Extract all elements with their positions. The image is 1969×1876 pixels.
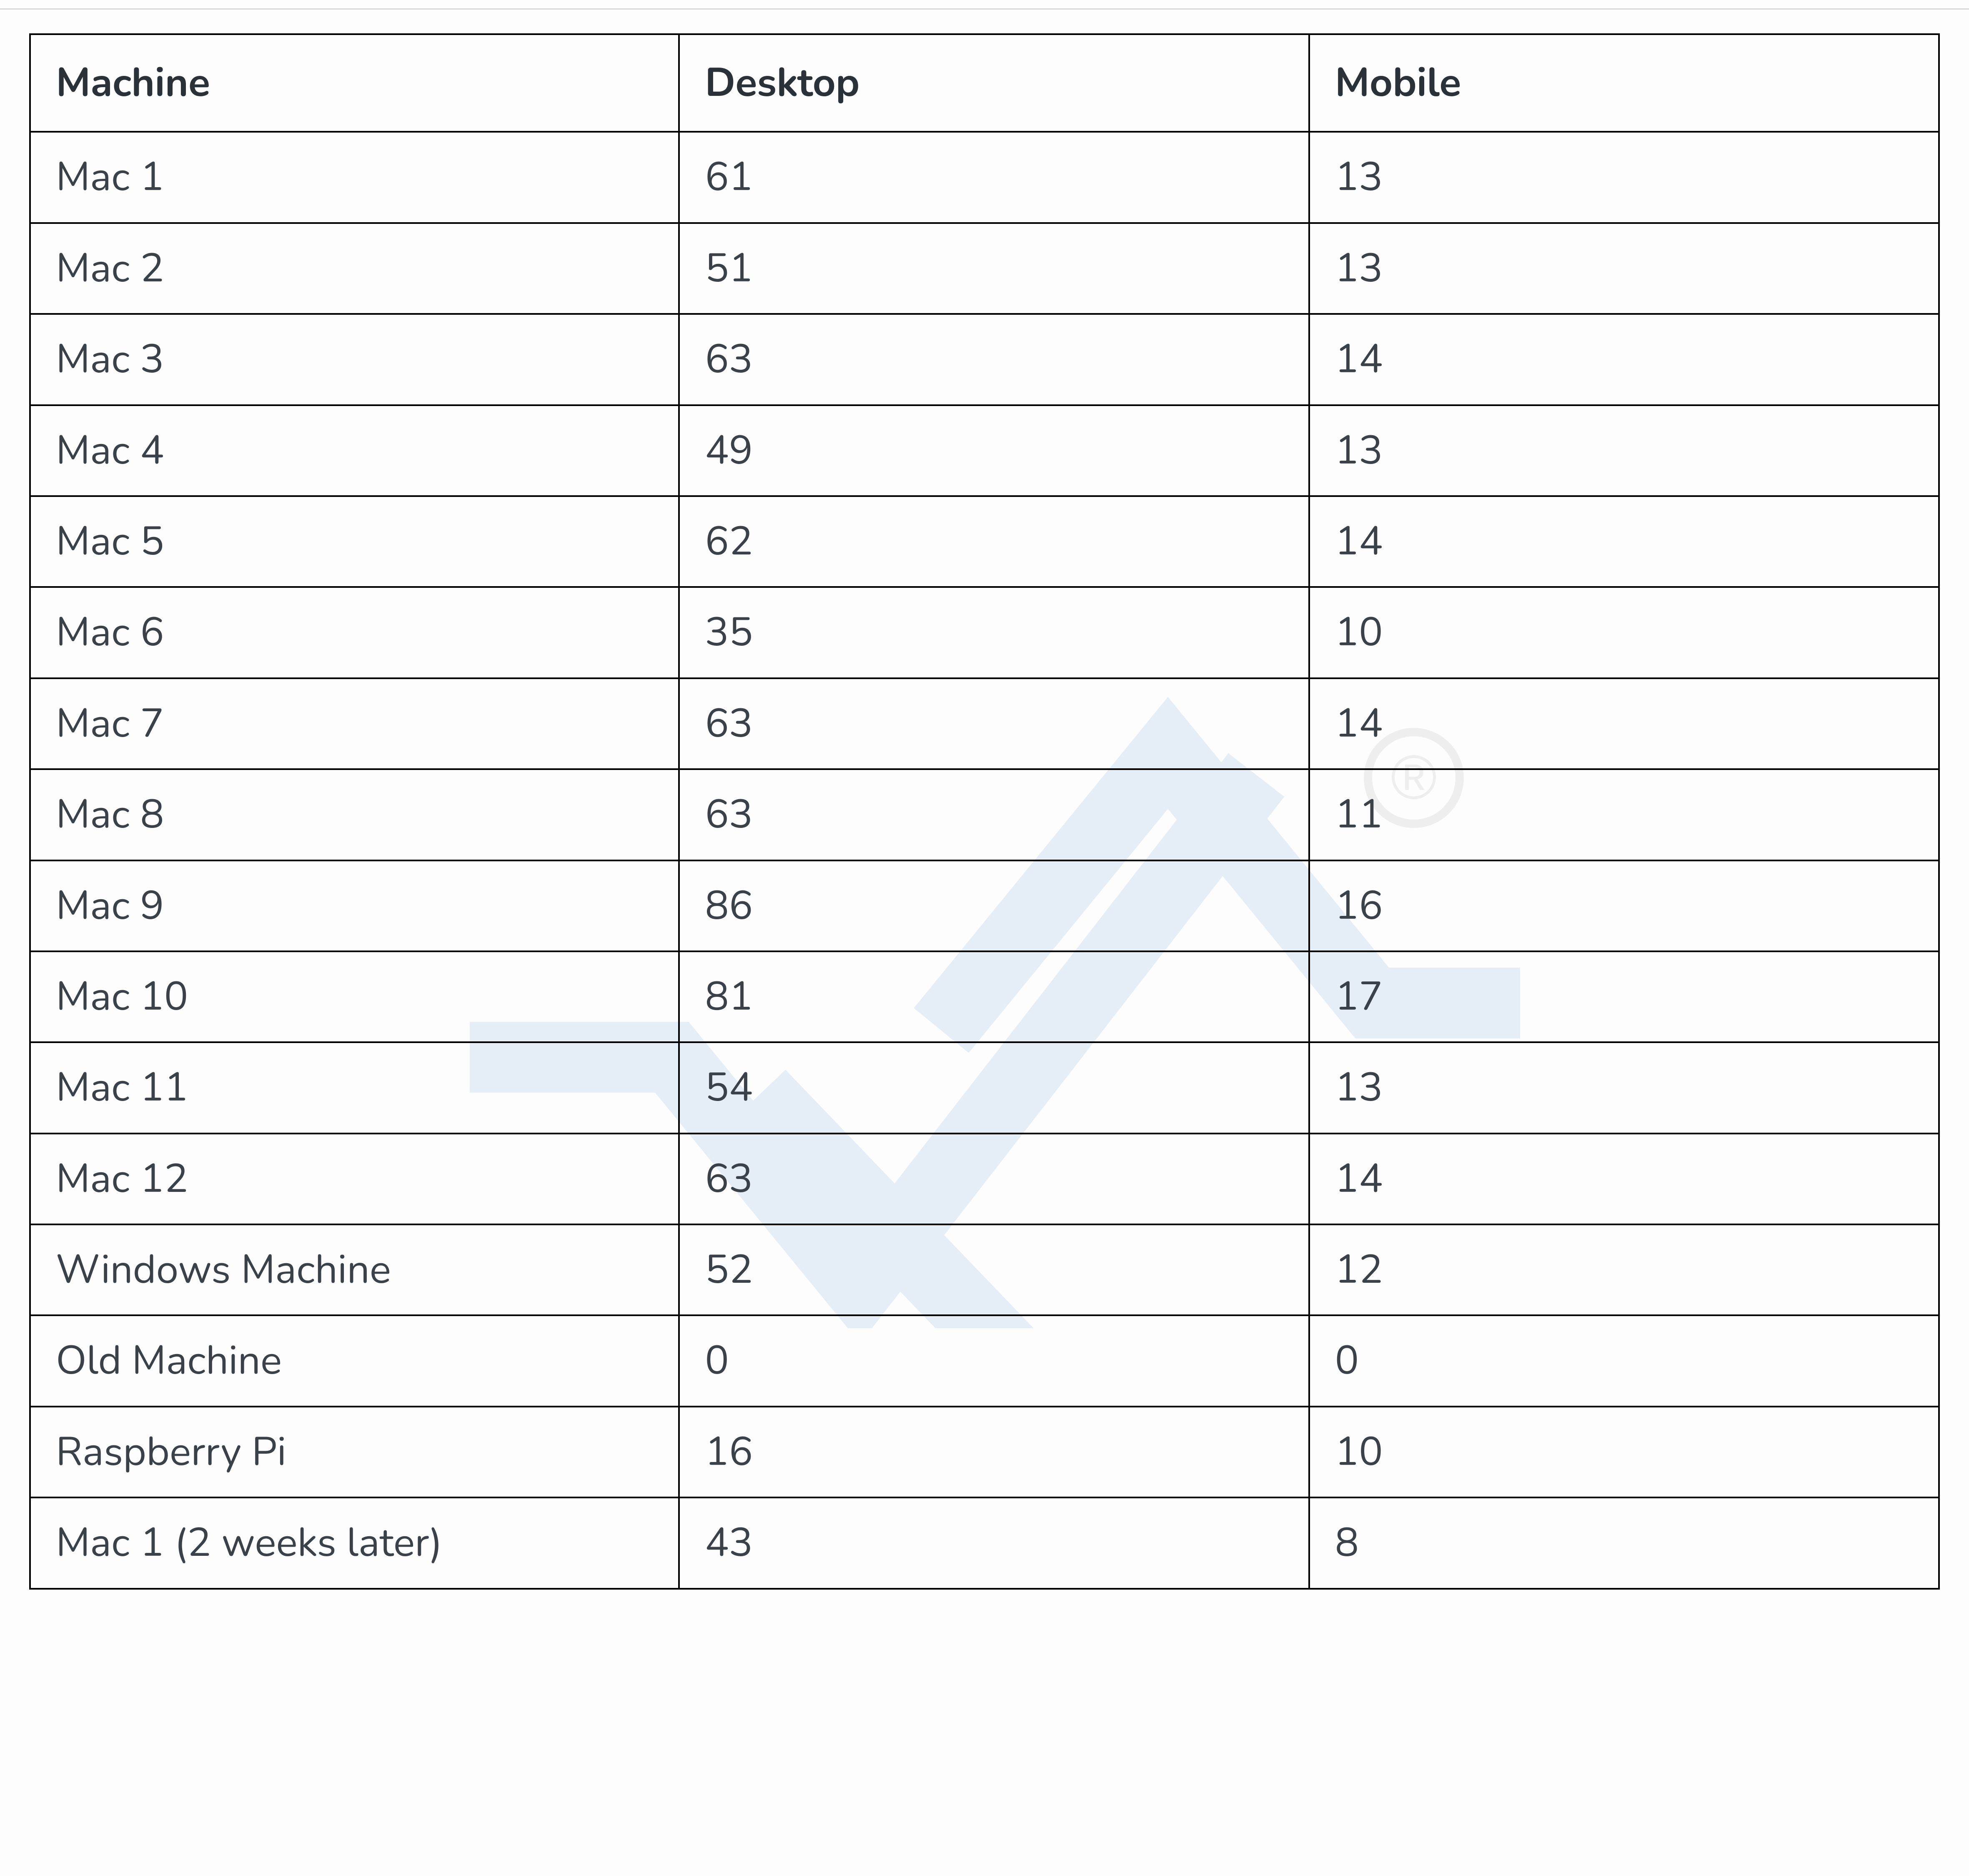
cell-mobile: 13 bbox=[1309, 223, 1939, 314]
table-row: Mac 12 63 14 bbox=[30, 1134, 1939, 1224]
cell-machine: Mac 5 bbox=[30, 496, 679, 587]
cell-machine: Mac 1 bbox=[30, 132, 679, 223]
cell-desktop: 63 bbox=[679, 314, 1309, 405]
cell-desktop: 35 bbox=[679, 587, 1309, 678]
table-row: Old Machine 0 0 bbox=[30, 1315, 1939, 1406]
cell-machine: Raspberry Pi bbox=[30, 1407, 679, 1497]
cell-machine: Mac 12 bbox=[30, 1134, 679, 1224]
cell-mobile: 17 bbox=[1309, 951, 1939, 1042]
table-row: Mac 2 51 13 bbox=[30, 223, 1939, 314]
cell-desktop: 61 bbox=[679, 132, 1309, 223]
cell-mobile: 14 bbox=[1309, 314, 1939, 405]
cell-mobile: 8 bbox=[1309, 1497, 1939, 1588]
table-row: Mac 5 62 14 bbox=[30, 496, 1939, 587]
cell-mobile: 14 bbox=[1309, 678, 1939, 769]
cell-machine: Mac 6 bbox=[30, 587, 679, 678]
table-row: Mac 1 (2 weeks later) 43 8 bbox=[30, 1497, 1939, 1588]
cell-mobile: 11 bbox=[1309, 769, 1939, 860]
cell-mobile: 12 bbox=[1309, 1224, 1939, 1315]
cell-machine: Mac 1 (2 weeks later) bbox=[30, 1497, 679, 1588]
cell-desktop: 81 bbox=[679, 951, 1309, 1042]
cell-mobile: 10 bbox=[1309, 1407, 1939, 1497]
table-row: Mac 10 81 17 bbox=[30, 951, 1939, 1042]
table-header-row: Machine Desktop Mobile bbox=[30, 34, 1939, 132]
table-row: Mac 1 61 13 bbox=[30, 132, 1939, 223]
table-row: Mac 4 49 13 bbox=[30, 405, 1939, 496]
cell-mobile: 16 bbox=[1309, 860, 1939, 951]
table-header: Machine Desktop Mobile bbox=[30, 34, 1939, 132]
cell-mobile: 13 bbox=[1309, 132, 1939, 223]
top-divider bbox=[0, 8, 1969, 10]
page: ® Machine Desktop Mobile Mac 1 61 13 Mac… bbox=[0, 0, 1969, 1876]
cell-mobile: 14 bbox=[1309, 496, 1939, 587]
cell-desktop: 52 bbox=[679, 1224, 1309, 1315]
cell-desktop: 51 bbox=[679, 223, 1309, 314]
cell-machine: Mac 9 bbox=[30, 860, 679, 951]
table-row: Mac 7 63 14 bbox=[30, 678, 1939, 769]
table-body: Mac 1 61 13 Mac 2 51 13 Mac 3 63 14 Mac … bbox=[30, 132, 1939, 1588]
cell-machine: Mac 2 bbox=[30, 223, 679, 314]
cell-machine: Mac 7 bbox=[30, 678, 679, 769]
table-row: Mac 11 54 13 bbox=[30, 1042, 1939, 1133]
benchmark-table: Machine Desktop Mobile Mac 1 61 13 Mac 2… bbox=[29, 33, 1940, 1590]
cell-desktop: 62 bbox=[679, 496, 1309, 587]
cell-machine: Windows Machine bbox=[30, 1224, 679, 1315]
cell-desktop: 16 bbox=[679, 1407, 1309, 1497]
table-row: Raspberry Pi 16 10 bbox=[30, 1407, 1939, 1497]
cell-machine: Mac 10 bbox=[30, 951, 679, 1042]
cell-machine: Mac 3 bbox=[30, 314, 679, 405]
col-header-desktop: Desktop bbox=[679, 34, 1309, 132]
table-row: Mac 6 35 10 bbox=[30, 587, 1939, 678]
table-row: Mac 8 63 11 bbox=[30, 769, 1939, 860]
cell-machine: Mac 11 bbox=[30, 1042, 679, 1133]
cell-desktop: 49 bbox=[679, 405, 1309, 496]
table-row: Mac 3 63 14 bbox=[30, 314, 1939, 405]
cell-mobile: 10 bbox=[1309, 587, 1939, 678]
table-row: Mac 9 86 16 bbox=[30, 860, 1939, 951]
cell-desktop: 86 bbox=[679, 860, 1309, 951]
col-header-machine: Machine bbox=[30, 34, 679, 132]
col-header-mobile: Mobile bbox=[1309, 34, 1939, 132]
cell-desktop: 0 bbox=[679, 1315, 1309, 1406]
cell-machine: Old Machine bbox=[30, 1315, 679, 1406]
cell-machine: Mac 8 bbox=[30, 769, 679, 860]
cell-mobile: 13 bbox=[1309, 1042, 1939, 1133]
cell-desktop: 63 bbox=[679, 769, 1309, 860]
cell-desktop: 43 bbox=[679, 1497, 1309, 1588]
cell-mobile: 13 bbox=[1309, 405, 1939, 496]
cell-machine: Mac 4 bbox=[30, 405, 679, 496]
cell-mobile: 0 bbox=[1309, 1315, 1939, 1406]
table-row: Windows Machine 52 12 bbox=[30, 1224, 1939, 1315]
cell-desktop: 54 bbox=[679, 1042, 1309, 1133]
cell-mobile: 14 bbox=[1309, 1134, 1939, 1224]
cell-desktop: 63 bbox=[679, 678, 1309, 769]
cell-desktop: 63 bbox=[679, 1134, 1309, 1224]
